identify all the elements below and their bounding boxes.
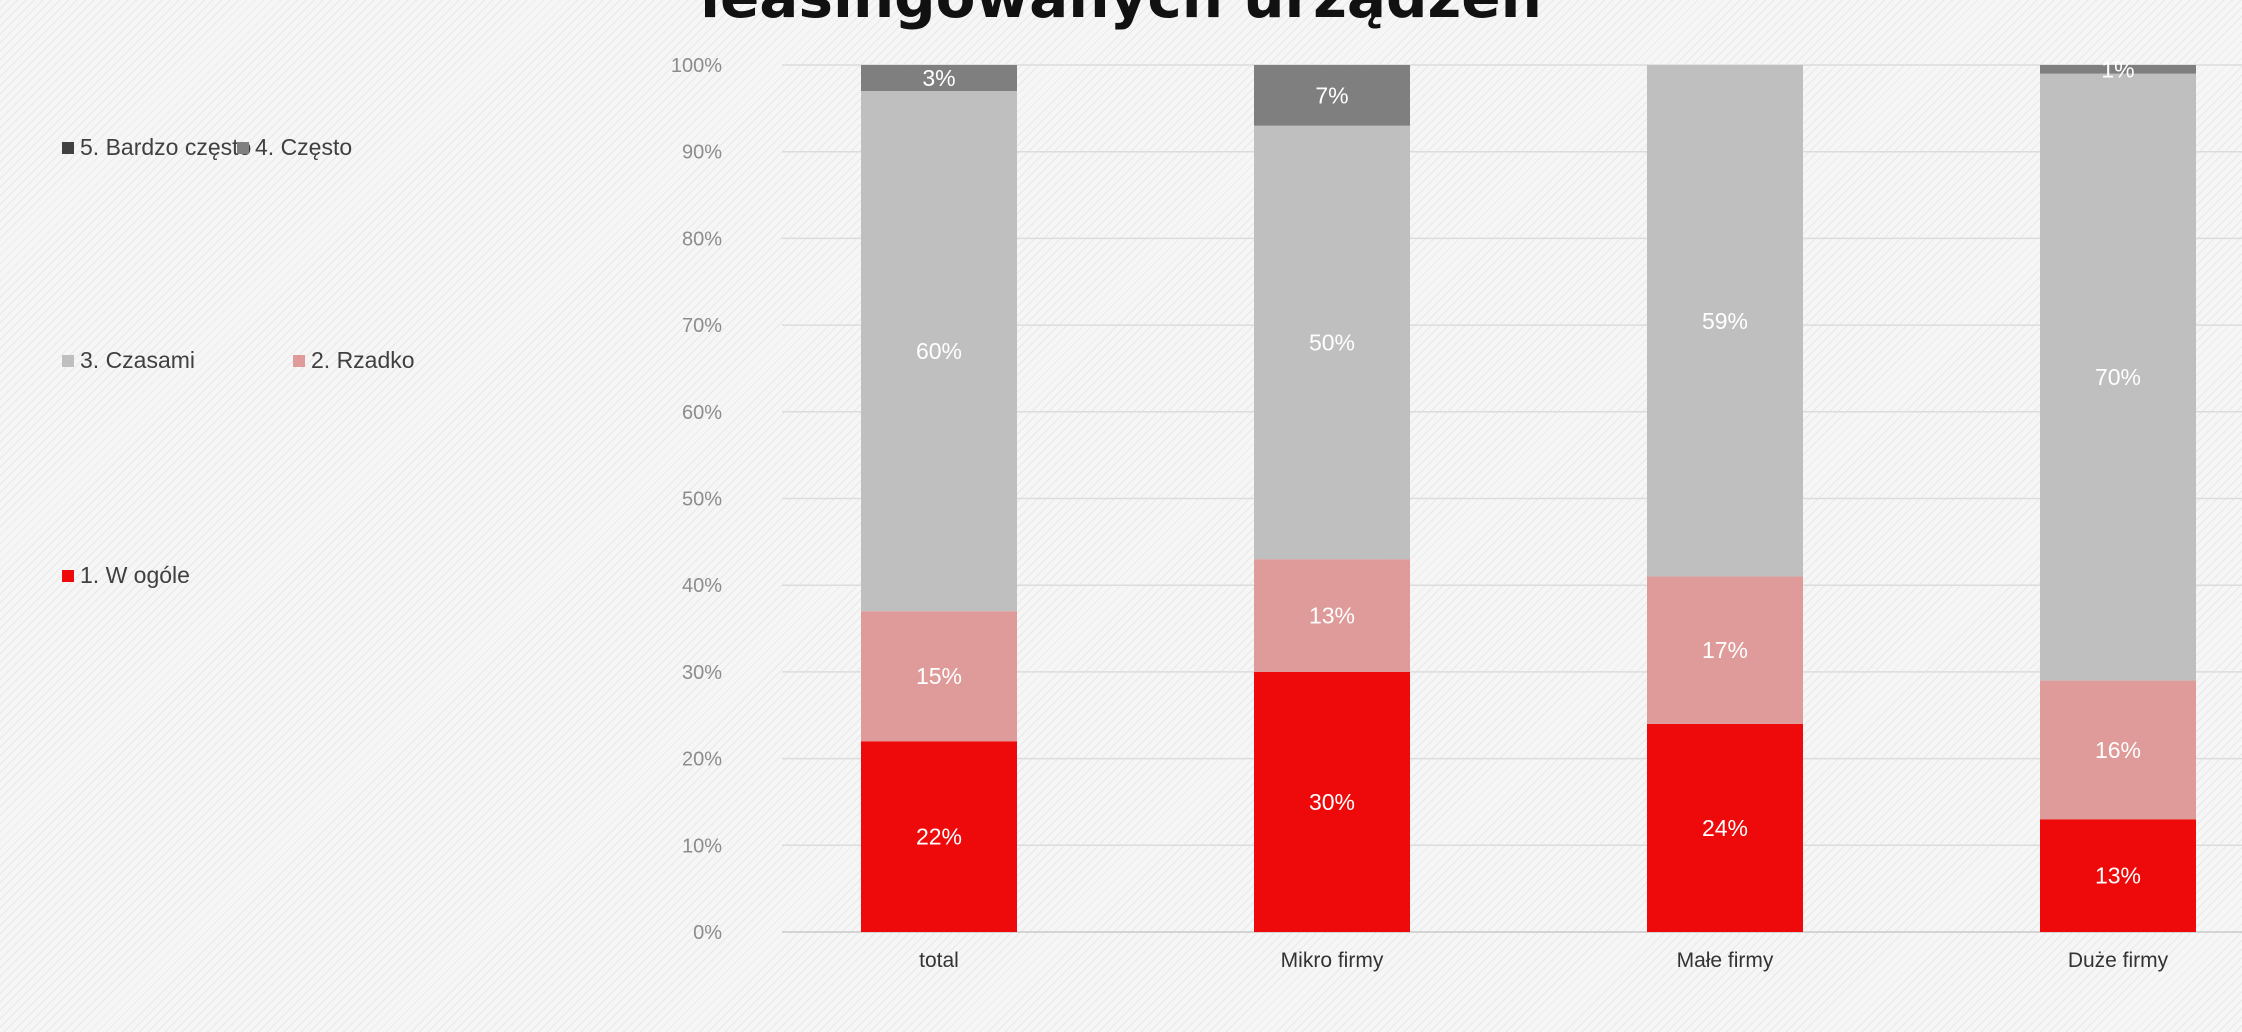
y-tick-label: 20%: [682, 749, 722, 771]
y-tick-label: 100%: [671, 55, 722, 77]
legend-label-czasami: 3. Czasami: [80, 347, 196, 373]
legend-swatch-czesto: [237, 141, 249, 154]
legend-swatch-rzadko: [293, 354, 305, 367]
bar-segment: [1254, 559, 1410, 672]
y-tick-label: 80%: [682, 228, 722, 250]
data-label: 7%: [1315, 82, 1348, 108]
x-category-label: total: [919, 949, 959, 972]
y-tick-label: 40%: [682, 575, 722, 597]
y-tick-label: 50%: [682, 489, 722, 511]
data-label: 1%: [2101, 56, 2134, 82]
bar-segment: [1254, 671, 1410, 932]
data-label: 24%: [1702, 815, 1748, 841]
data-label: 30%: [1309, 789, 1355, 815]
legend-item-czesto: 4. Często: [237, 134, 352, 161]
legend-swatch-bardzo-czesto: [62, 141, 74, 154]
legend-label-czesto: 4. Często: [255, 134, 353, 160]
bar-segment: [1254, 65, 1410, 126]
legend-label-w-ogole: 1. W ogóle: [80, 562, 190, 588]
y-tick-label: 30%: [682, 662, 722, 684]
legend: 5. Bardzo często 4. Często 3. Czasami 2.…: [0, 0, 560, 1032]
bar-segment: [861, 65, 1017, 92]
bar-segment: [2040, 73, 2196, 681]
bar-segment: [2040, 65, 2196, 74]
data-label: 22%: [916, 824, 962, 850]
bar-segment: [1254, 125, 1410, 560]
bar-segment: [861, 611, 1017, 742]
y-tick-label: 60%: [682, 402, 722, 424]
legend-item-rzadko: 2. Rzadko: [293, 347, 415, 374]
data-label: 17%: [1702, 637, 1748, 663]
legend-item-w-ogole: 1. W ogóle: [62, 562, 190, 589]
bar-segment: [1647, 65, 1803, 577]
legend-label-bardzo-czesto: 5. Bardzo często: [80, 134, 252, 160]
y-tick-label: 70%: [682, 315, 722, 337]
legend-swatch-czasami: [62, 354, 74, 367]
data-label: 13%: [1309, 603, 1355, 629]
x-category-label: Mikro firmy: [1281, 949, 1384, 972]
legend-item-bardzo-czesto: 5. Bardzo często: [62, 134, 251, 161]
y-tick-label: 0%: [693, 922, 722, 944]
legend-label-rzadko: 2. Rzadko: [311, 347, 415, 373]
y-tick-label: 90%: [682, 142, 722, 164]
x-category-label: Małe firmy: [1677, 949, 1774, 972]
bar-segment: [2040, 680, 2196, 820]
bar-segment: [1647, 723, 1803, 932]
y-tick-label: 10%: [682, 835, 722, 857]
legend-item-czasami: 3. Czasami: [62, 347, 195, 374]
bar-segment: [861, 741, 1017, 932]
data-label: 3%: [922, 65, 955, 91]
bar-segment: [2040, 819, 2196, 932]
data-label: 16%: [2095, 737, 2141, 763]
data-label: 60%: [916, 338, 962, 364]
x-category-label: Duże firmy: [2068, 949, 2169, 972]
legend-swatch-w-ogole: [62, 569, 74, 582]
bar-segment: [1647, 576, 1803, 724]
data-label: 15%: [916, 663, 962, 689]
data-label: 70%: [2095, 364, 2141, 390]
chart-title: leasingowanych urządzeń: [0, 0, 2242, 30]
bar-segment: [861, 91, 1017, 612]
data-label: 50%: [1309, 329, 1355, 355]
data-label: 59%: [1702, 308, 1748, 334]
data-label: 13%: [2095, 863, 2141, 889]
